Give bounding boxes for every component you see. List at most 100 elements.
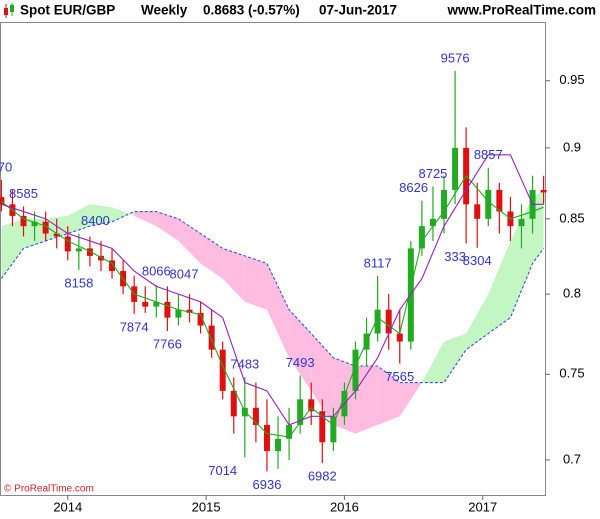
- site: www.ProRealTime.com: [446, 3, 596, 18]
- price-annotation: 7493: [286, 355, 315, 370]
- candle-body: [219, 349, 226, 391]
- price-annotation: 8725: [418, 166, 447, 181]
- y-tick-label: 0.8: [563, 286, 581, 301]
- cloud-segment: [510, 197, 533, 318]
- x-tick-label: 2016: [330, 499, 359, 514]
- candle-body: [286, 424, 293, 439]
- price-annotation: 8158: [64, 275, 93, 290]
- date: 07-Jun-2017: [319, 3, 397, 18]
- cloud-segment: [289, 309, 312, 391]
- candle-body: [330, 416, 337, 443]
- indicator-line: [1, 154, 544, 426]
- candle-body: [164, 301, 171, 318]
- candle-body: [0, 197, 5, 205]
- price-annotation: 9576: [441, 50, 470, 65]
- candle-body: [175, 309, 182, 318]
- y-tick-label: 0.9: [563, 139, 581, 154]
- price-annotation: 333: [444, 249, 466, 264]
- cloud-segment: [134, 211, 157, 227]
- cloud-segment: [488, 240, 511, 334]
- cloud-segment: [156, 211, 179, 241]
- candle-body: [374, 309, 381, 334]
- cloud-edge: [0, 210, 545, 384]
- price-annotation: 8117: [364, 256, 392, 271]
- cloud-segment: [244, 255, 267, 310]
- header-icon: [4, 3, 14, 18]
- candle-body: [518, 218, 525, 227]
- candle-body: [197, 312, 204, 326]
- candle-body: [186, 309, 193, 313]
- cloud-segment: [266, 263, 290, 358]
- period: Weekly: [141, 3, 188, 18]
- price-annotation: 7014: [208, 463, 237, 478]
- candle-body: [474, 204, 481, 219]
- cloud-segment: [355, 365, 378, 434]
- cloud-segment: [222, 248, 245, 302]
- candle-body: [396, 333, 403, 342]
- indicator-line: [1, 174, 544, 438]
- price-annotation: 8585: [9, 186, 38, 201]
- candle-body: [441, 189, 448, 219]
- price-annotation: 7766: [153, 336, 182, 351]
- price-annotation: 7565: [385, 369, 414, 384]
- x-tick-label: 2014: [53, 499, 82, 514]
- cloud-segment: [1, 218, 24, 279]
- candle-body: [109, 260, 116, 272]
- candle-body: [540, 189, 547, 193]
- candle-body: [319, 411, 326, 443]
- price-annotation: 8066: [142, 263, 171, 278]
- price-annotation: 7483: [230, 357, 259, 372]
- cloud-segment: [178, 218, 201, 264]
- candle-body: [252, 407, 259, 425]
- symbol: Spot EUR/GBP: [20, 3, 115, 18]
- candle-body: [429, 218, 436, 227]
- candle-body: [208, 325, 215, 350]
- candle-body: [75, 248, 82, 252]
- candle-body: [297, 399, 304, 425]
- candle-body: [308, 399, 315, 412]
- price-annotation: 8047: [170, 266, 199, 281]
- candle-body: [385, 309, 392, 334]
- candle-body: [20, 215, 27, 227]
- candle-body: [241, 407, 248, 417]
- candle-body: [352, 349, 359, 391]
- price-annotation: 770: [0, 159, 12, 174]
- candle-body: [452, 147, 459, 190]
- last-price: 0.8683 (-0.57%): [203, 3, 300, 18]
- cloud-segment: [399, 382, 422, 417]
- candle-body: [496, 189, 503, 212]
- candle-body: [275, 438, 282, 452]
- cloud-segment: [444, 333, 467, 383]
- price-annotation: 8626: [399, 180, 428, 195]
- candle-body: [153, 301, 160, 307]
- cloud-segment: [311, 333, 334, 425]
- y-tick-label: 0.75: [559, 366, 584, 381]
- candle-body: [263, 424, 270, 452]
- footer: © ProRealTime.com: [4, 484, 94, 495]
- candle-body: [64, 236, 71, 252]
- price-annotation: 7874: [120, 319, 149, 334]
- candle-body: [86, 248, 93, 256]
- cloud-segment: [67, 204, 90, 234]
- cloud-segment: [112, 207, 135, 222]
- candle-body: [53, 233, 60, 237]
- price-annotation: 8857: [474, 147, 503, 162]
- cloud-segment: [466, 294, 489, 350]
- candle-body: [485, 189, 492, 219]
- candle-body: [418, 226, 425, 249]
- x-tick-label: 2015: [192, 499, 221, 514]
- cloud-segment: [421, 341, 445, 383]
- y-tick-label: 0.7: [563, 451, 581, 466]
- candle-body: [97, 255, 104, 261]
- y-tick-label: 0.95: [559, 72, 584, 87]
- cloud-segment: [89, 204, 113, 227]
- candle-body: [42, 221, 49, 234]
- candle-body: [142, 301, 149, 307]
- price-annotation: 6936: [253, 477, 282, 492]
- candle-body: [230, 390, 237, 417]
- y-tick-label: 0.85: [559, 210, 584, 225]
- cloud-segment: [377, 365, 400, 425]
